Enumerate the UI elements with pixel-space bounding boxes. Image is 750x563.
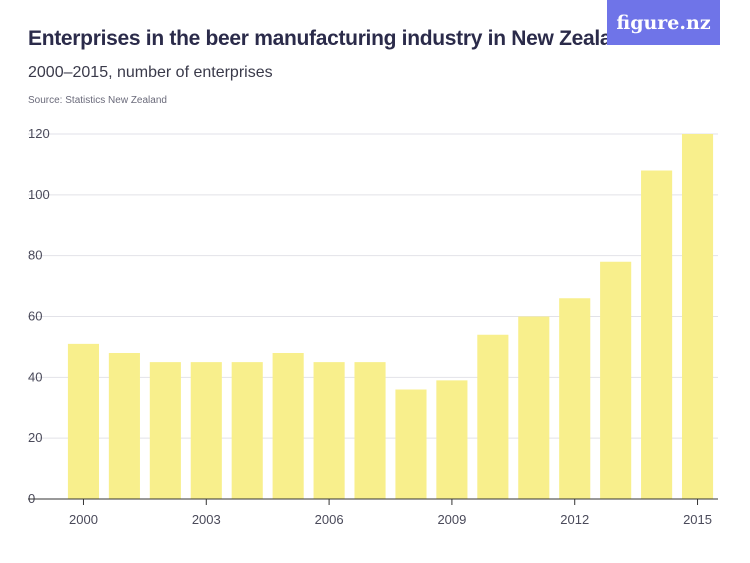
chart-title: Enterprises in the beer manufacturing in…: [28, 27, 637, 50]
bar: [354, 362, 386, 499]
y-tick-label: 120: [28, 126, 50, 141]
y-tick-label: 60: [28, 309, 42, 324]
x-tick-label: 2012: [560, 512, 589, 527]
bar: [67, 343, 100, 499]
bar: [272, 353, 304, 499]
bar: [149, 362, 181, 499]
x-tick-label: 2009: [437, 512, 466, 527]
chart-source: Source: Statistics New Zealand: [28, 95, 167, 106]
bar: [190, 362, 222, 499]
y-tick-label: 40: [28, 369, 42, 384]
bar: [477, 334, 509, 499]
x-tick-label: 2003: [192, 512, 221, 527]
figure-nz-logo[interactable]: figure.nz: [607, 0, 720, 45]
y-tick-label: 20: [28, 430, 42, 445]
bar: [313, 362, 345, 499]
bar: [641, 170, 673, 499]
x-tick-label: 2000: [69, 512, 98, 527]
y-tick-label: 100: [28, 187, 50, 202]
bar: [559, 298, 591, 499]
chart-subtitle: 2000–2015, number of enterprises: [28, 64, 273, 81]
bar: [600, 261, 632, 499]
x-tick-label: 2006: [315, 512, 344, 527]
x-tick-label: 2015: [683, 512, 712, 527]
bar: [518, 316, 550, 499]
y-tick-label: 80: [28, 248, 42, 263]
bar: [108, 353, 140, 499]
bar: [231, 362, 263, 499]
bar: [436, 380, 468, 499]
bar: [395, 389, 427, 499]
bar: [681, 134, 714, 499]
